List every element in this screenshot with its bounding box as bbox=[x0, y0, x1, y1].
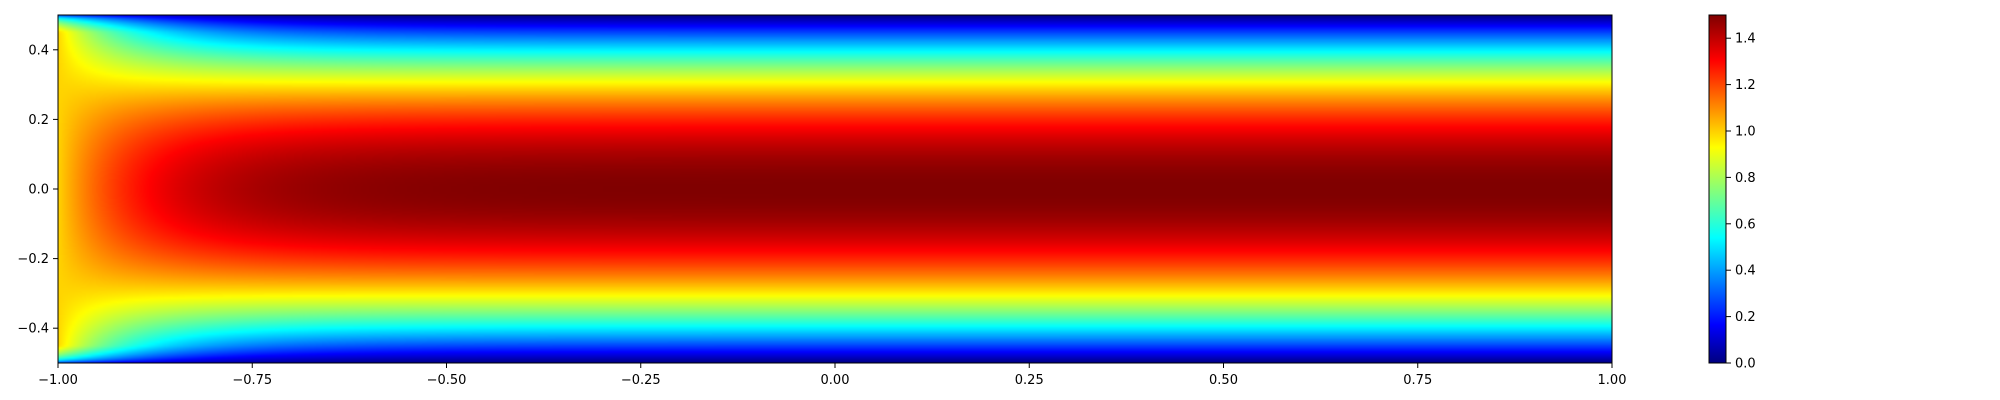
colorbar-tick-label: 1.2 bbox=[1735, 78, 1756, 93]
colorbar-tick-label: 0.8 bbox=[1735, 171, 1756, 186]
colorbar-tick-label: 0.6 bbox=[1735, 217, 1756, 232]
x-tick-label: −0.25 bbox=[621, 373, 661, 388]
colorbar-frame bbox=[1708, 14, 1727, 364]
colorbar bbox=[1709, 15, 1726, 363]
x-tick-label: 0.50 bbox=[1209, 373, 1238, 388]
x-tick-label: 0.00 bbox=[821, 373, 850, 388]
colorbar-tick-label: 1.0 bbox=[1735, 125, 1756, 140]
y-tick-label: −0.4 bbox=[17, 322, 49, 337]
x-tick-label: −1.00 bbox=[38, 373, 78, 388]
colorbar-tick-label: 0.2 bbox=[1735, 310, 1756, 325]
colorbar-axis: 0.0 0.2 0.4 0.6 0.8 1.0 1.2 1.4 bbox=[1726, 32, 1756, 372]
y-axis: 0.4 0.2 0.0 −0.2 −0.4 bbox=[17, 43, 58, 337]
y-tick-label: −0.2 bbox=[17, 252, 49, 267]
y-tick-label: 0.2 bbox=[28, 113, 49, 128]
colorbar-tick-label: 0.0 bbox=[1735, 357, 1756, 372]
x-tick-label: −0.75 bbox=[232, 373, 272, 388]
x-tick-label: −0.50 bbox=[427, 373, 467, 388]
heatmap-image bbox=[58, 15, 1612, 363]
x-tick-label: 0.25 bbox=[1015, 373, 1044, 388]
x-axis: −1.00 −0.75 −0.50 −0.25 0.00 0.25 0.50 0.75 1.00 bbox=[38, 363, 1626, 388]
y-tick-label: 0.0 bbox=[28, 183, 49, 198]
colorbar-tick-label: 1.4 bbox=[1735, 32, 1756, 47]
y-tick-label: 0.4 bbox=[28, 43, 49, 58]
heatmap-field bbox=[58, 15, 1612, 363]
x-tick-label: 1.00 bbox=[1598, 373, 1627, 388]
x-tick-label: 0.75 bbox=[1403, 373, 1432, 388]
colorbar-tick-label: 0.4 bbox=[1735, 264, 1756, 279]
